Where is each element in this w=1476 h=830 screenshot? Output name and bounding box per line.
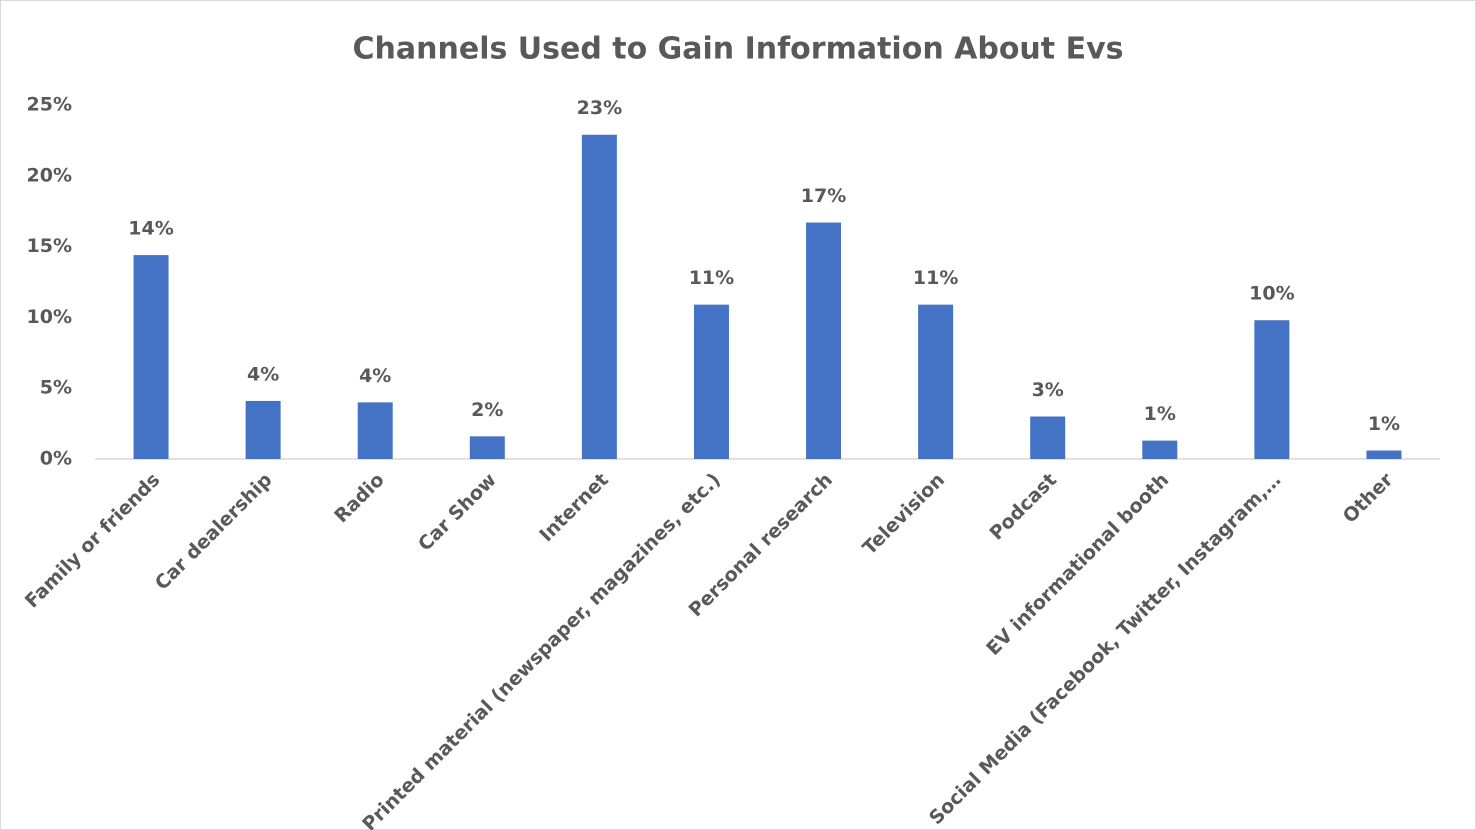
bar [357, 402, 393, 459]
data-label: 1% [1368, 413, 1400, 435]
data-label: 23% [577, 97, 622, 119]
y-tick-label: 20% [27, 164, 72, 186]
bar [918, 304, 954, 459]
data-label: 2% [471, 399, 503, 421]
bar [1030, 416, 1066, 459]
data-label: 17% [801, 185, 846, 207]
bar [245, 400, 281, 459]
data-label: 10% [1249, 283, 1294, 305]
y-tick-label: 25% [27, 94, 72, 116]
data-label: 14% [128, 218, 173, 240]
bar [581, 134, 617, 459]
bar [133, 255, 169, 459]
bar [1366, 450, 1402, 459]
bar [1254, 320, 1290, 459]
bar [1142, 440, 1178, 459]
bar [469, 436, 505, 459]
y-tick-label: 0% [40, 448, 72, 470]
y-tick-label: 10% [27, 306, 72, 328]
y-tick-label: 15% [27, 235, 72, 257]
data-label: 1% [1144, 403, 1176, 425]
bar [806, 222, 842, 459]
data-label: 4% [247, 363, 279, 385]
chart-title: Channels Used to Gain Information About … [353, 32, 1124, 67]
y-tick-label: 5% [40, 377, 72, 399]
data-label: 11% [689, 267, 734, 289]
bar [693, 304, 729, 459]
data-label: 11% [913, 267, 958, 289]
data-label: 4% [359, 365, 391, 387]
data-label: 3% [1032, 379, 1064, 401]
